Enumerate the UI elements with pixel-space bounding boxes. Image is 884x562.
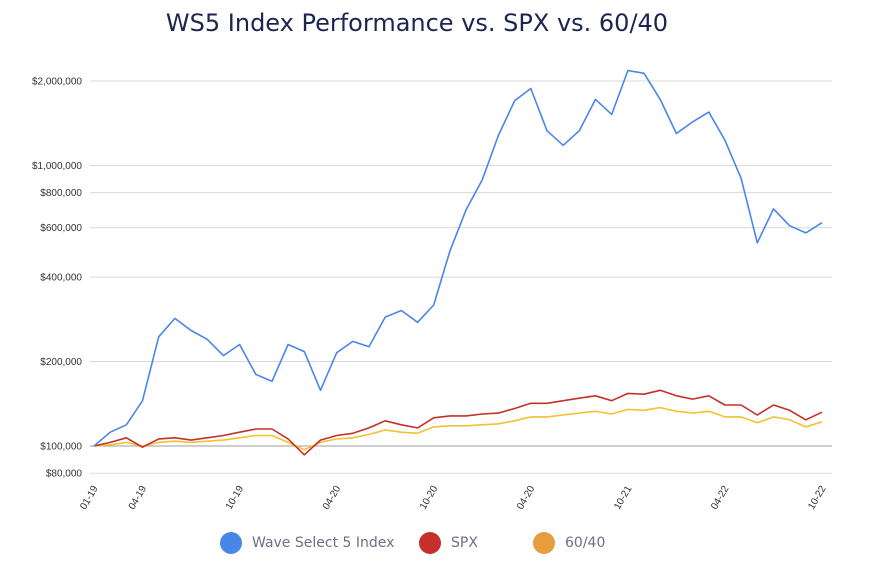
chart-title: WS5 Index Performance vs. SPX vs. 60/40 (165, 9, 669, 37)
legend-label-spx: SPX (451, 535, 478, 551)
y-tick-label: $800,000 (40, 188, 82, 199)
y-tick-label: $1,000,000 (32, 161, 82, 172)
legend-label-wave-select-5: Wave Select 5 Index (252, 535, 395, 551)
x-tick-label: 01-19 (78, 484, 101, 512)
legend: Wave Select 5 Index SPX 60/40 (0, 530, 884, 556)
series-lines (93, 69, 823, 456)
y-tick-label: $2,000,000 (32, 77, 82, 88)
legend-swatch-spx (419, 532, 441, 554)
y-tick-label: $80,000 (46, 469, 83, 480)
y-tick-label: $200,000 (40, 357, 82, 368)
x-tick-label: 04-20 (321, 484, 344, 512)
x-tick-label: 04-20 (515, 484, 538, 512)
series-line-60-40 (93, 406, 823, 451)
legend-label-60-40: 60/40 (565, 535, 606, 551)
legend-swatch-60-40 (533, 532, 555, 554)
x-tick-label: 10-20 (418, 484, 441, 512)
x-tick-label: 10-21 (612, 484, 635, 512)
y-axis-ticks: $80,000 $100,000 $200,000 $400,000 $600,000 $… (32, 77, 82, 480)
legend-item-spx[interactable]: SPX (419, 530, 478, 556)
legend-swatch-wave-select-5 (220, 532, 242, 554)
x-tick-label: 04-22 (709, 484, 732, 512)
y-tick-label: $100,000 (40, 442, 82, 453)
x-tick-label: 04-19 (127, 484, 150, 512)
x-tick-label: 10-22 (806, 484, 829, 512)
series-line-wave-select-5-index (93, 69, 823, 447)
gridlines (90, 80, 832, 474)
series-line-spx (93, 389, 823, 456)
x-axis-ticks: 01-19 04-19 10-19 04-20 10-20 04-20 10-21 04-22… (78, 484, 829, 512)
y-tick-label: $600,000 (40, 223, 82, 234)
chart-svg: $80,000 $100,000 $200,000 $400,000 $600,000 $… (32, 69, 832, 512)
legend-item-60-40[interactable]: 60/40 (533, 530, 605, 556)
y-tick-label: $400,000 (40, 273, 82, 284)
x-tick-label: 10-19 (224, 484, 247, 512)
legend-item-wave-select-5[interactable]: Wave Select 5 Index (220, 530, 394, 556)
